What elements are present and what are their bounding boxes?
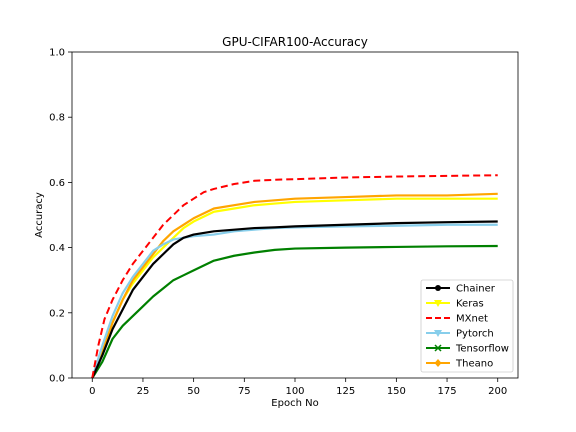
series-line-chainer: [91, 220, 498, 379]
legend-label: MXnet: [456, 314, 488, 325]
legend-label: Chainer: [456, 284, 496, 295]
legend-marker: [434, 330, 442, 337]
x-tick-label: 50: [187, 386, 200, 397]
x-tick-label: 125: [336, 386, 355, 397]
legend: Chainer Keras MXnet Pytorch Tensorflow Theano: [420, 279, 514, 373]
series-line-theano: [91, 192, 498, 379]
y-axis-ticks: 0.0 0.2 0.4 0.6 0.8 1.0: [49, 48, 72, 385]
x-axis-ticks: 0 25 50 75 100 125 150 175 200: [89, 378, 507, 397]
legend-label: Pytorch: [456, 329, 494, 340]
x-tick-label: 0: [89, 386, 95, 397]
y-axis-label: Accuracy: [34, 192, 45, 238]
x-tick-label: 75: [238, 386, 251, 397]
legend-marker: [434, 300, 442, 307]
y-tick-label: 0.8: [49, 113, 65, 124]
legend-marker: [435, 285, 441, 291]
y-tick-label: 0.6: [49, 178, 65, 189]
x-axis-label: Epoch No: [271, 398, 318, 409]
legend-marker: [434, 344, 442, 352]
y-tick-label: 0.0: [49, 374, 65, 385]
legend-label: Keras: [456, 299, 484, 310]
y-tick-label: 0.2: [49, 308, 65, 319]
legend-label: Tensorflow: [455, 344, 509, 355]
series-line-mxnet: [91, 174, 498, 379]
series-line-tensorflow: [91, 244, 498, 379]
x-tick-label: 25: [137, 386, 150, 397]
chart-title: GPU-CIFAR100-Accuracy: [222, 35, 368, 49]
x-tick-label: 100: [285, 386, 304, 397]
x-tick-label: 150: [387, 386, 406, 397]
x-tick-label: 200: [488, 386, 507, 397]
legend-label: Theano: [455, 359, 493, 370]
x-tick-label: 175: [437, 386, 456, 397]
y-tick-label: 1.0: [49, 48, 65, 59]
y-tick-label: 0.4: [49, 243, 65, 254]
plot-lines: [91, 174, 498, 379]
legend-marker: [434, 359, 442, 367]
